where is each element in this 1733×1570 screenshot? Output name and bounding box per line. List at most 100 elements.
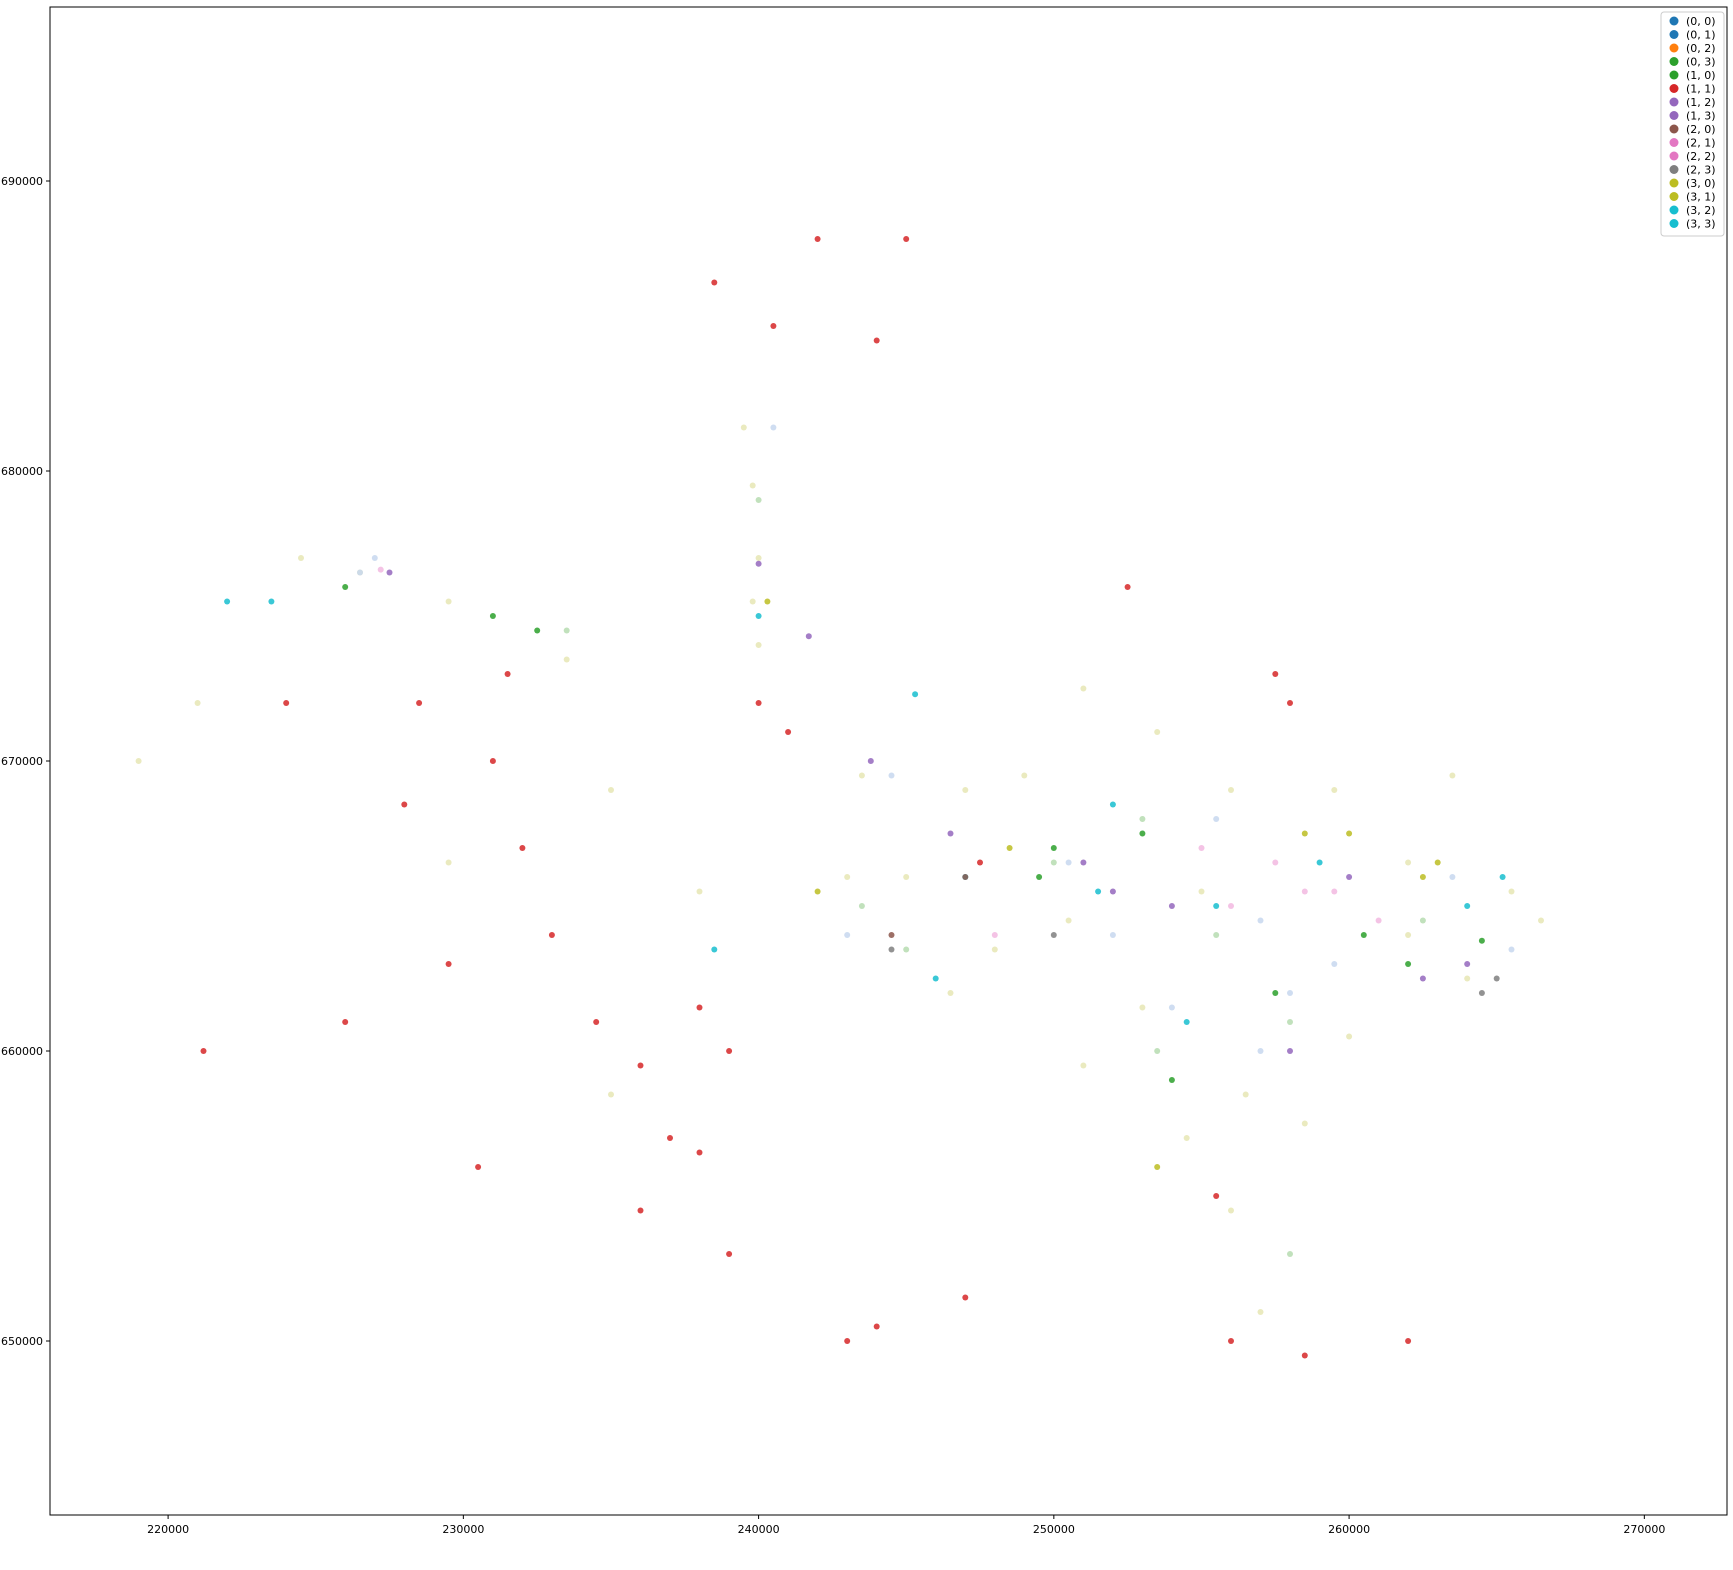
map-point xyxy=(962,874,969,880)
map-point xyxy=(1124,584,1131,590)
map-point xyxy=(489,613,496,619)
legend-label: (3, 2) xyxy=(1686,204,1716,217)
map-point xyxy=(805,633,812,640)
map-point xyxy=(1168,1077,1175,1083)
map-point xyxy=(1139,816,1146,822)
legend-marker xyxy=(1669,30,1679,39)
map-point xyxy=(755,555,762,561)
map-point xyxy=(1316,859,1323,866)
map-point xyxy=(283,700,290,706)
map-point xyxy=(1021,772,1028,779)
map-point xyxy=(504,671,511,677)
map-point xyxy=(416,700,423,706)
map-point xyxy=(1065,917,1072,924)
legend-label: (0, 3) xyxy=(1686,56,1716,69)
map-point xyxy=(1405,932,1412,938)
map-point xyxy=(593,1019,600,1025)
map-point xyxy=(563,627,570,634)
map-point xyxy=(1109,932,1116,938)
map-point xyxy=(475,1164,482,1170)
y-tick-label: 650000 xyxy=(1,1335,43,1348)
map-point xyxy=(1287,1251,1293,1257)
map-point xyxy=(386,569,393,576)
map-point xyxy=(1050,932,1057,938)
map-point xyxy=(667,1135,673,1141)
map-point xyxy=(1036,874,1043,880)
map-point xyxy=(1478,937,1485,944)
map-point xyxy=(224,598,231,605)
map-point xyxy=(563,656,570,663)
map-point xyxy=(1154,729,1161,735)
x-tick-label: 250000 xyxy=(1033,1523,1075,1536)
map-point xyxy=(1228,787,1234,793)
map-point xyxy=(711,946,718,953)
map-point xyxy=(637,1062,644,1069)
map-point xyxy=(1346,830,1353,837)
map-point xyxy=(696,1149,703,1156)
x-axis: 220000 230000 240000 250000 260000 270000 xyxy=(147,1515,1665,1536)
y-tick-label: 660000 xyxy=(1,1045,43,1058)
map-point xyxy=(814,888,821,895)
map-point xyxy=(903,874,910,880)
y-tick-label: 690000 xyxy=(1,175,43,188)
map-point xyxy=(298,555,304,561)
map-point xyxy=(764,598,771,605)
map-point xyxy=(1331,787,1338,793)
map-point xyxy=(445,859,452,866)
map-point xyxy=(1346,1033,1353,1040)
map-point xyxy=(1213,932,1220,938)
map-point xyxy=(932,975,939,982)
legend-marker xyxy=(1669,43,1679,53)
map-point xyxy=(1109,888,1116,895)
map-point xyxy=(1213,816,1220,822)
map-point xyxy=(1301,830,1308,837)
map-point xyxy=(1287,1048,1293,1054)
map-point xyxy=(1257,917,1264,924)
map-point xyxy=(858,903,865,909)
map-point xyxy=(268,598,275,605)
legend-label: (3, 0) xyxy=(1686,177,1716,190)
map-point xyxy=(1287,1019,1293,1025)
x-tick-label: 230000 xyxy=(442,1523,484,1536)
legend-marker xyxy=(1669,57,1679,66)
legend-marker xyxy=(1669,165,1679,174)
map-point xyxy=(1109,801,1116,808)
map-point xyxy=(1419,874,1426,880)
map-point xyxy=(1287,700,1293,706)
map-point xyxy=(1198,888,1205,895)
map-point xyxy=(770,323,777,329)
map-point xyxy=(1139,1004,1146,1011)
map-point xyxy=(1183,1019,1190,1025)
legend-label: (0, 1) xyxy=(1686,29,1716,42)
map-point xyxy=(844,874,851,880)
map-point xyxy=(1272,671,1279,677)
map-point xyxy=(1331,961,1338,967)
map-point xyxy=(785,729,792,735)
legend-marker xyxy=(1669,84,1679,93)
map-point xyxy=(519,845,526,851)
map-point xyxy=(637,1207,644,1214)
legend-marker xyxy=(1669,138,1679,147)
x-tick-label: 240000 xyxy=(738,1523,780,1536)
map-point xyxy=(1168,1004,1175,1011)
map-point xyxy=(873,1323,880,1330)
map-point xyxy=(548,932,555,938)
map-point xyxy=(947,990,954,996)
map-point xyxy=(194,700,201,706)
map-point xyxy=(445,598,452,605)
map-point xyxy=(977,859,983,866)
map-point xyxy=(755,642,762,648)
map-point xyxy=(844,932,851,938)
map-point xyxy=(1478,990,1485,996)
legend-marker xyxy=(1669,192,1679,201)
map-point xyxy=(1213,1193,1220,1199)
map-point xyxy=(1065,859,1072,866)
map-point xyxy=(1449,874,1456,880)
map-point xyxy=(1508,946,1515,953)
map-point xyxy=(1464,975,1471,982)
map-point xyxy=(1050,859,1057,866)
map-point xyxy=(357,569,363,576)
map-point xyxy=(1080,859,1087,866)
legend-label: (1, 2) xyxy=(1686,96,1716,109)
